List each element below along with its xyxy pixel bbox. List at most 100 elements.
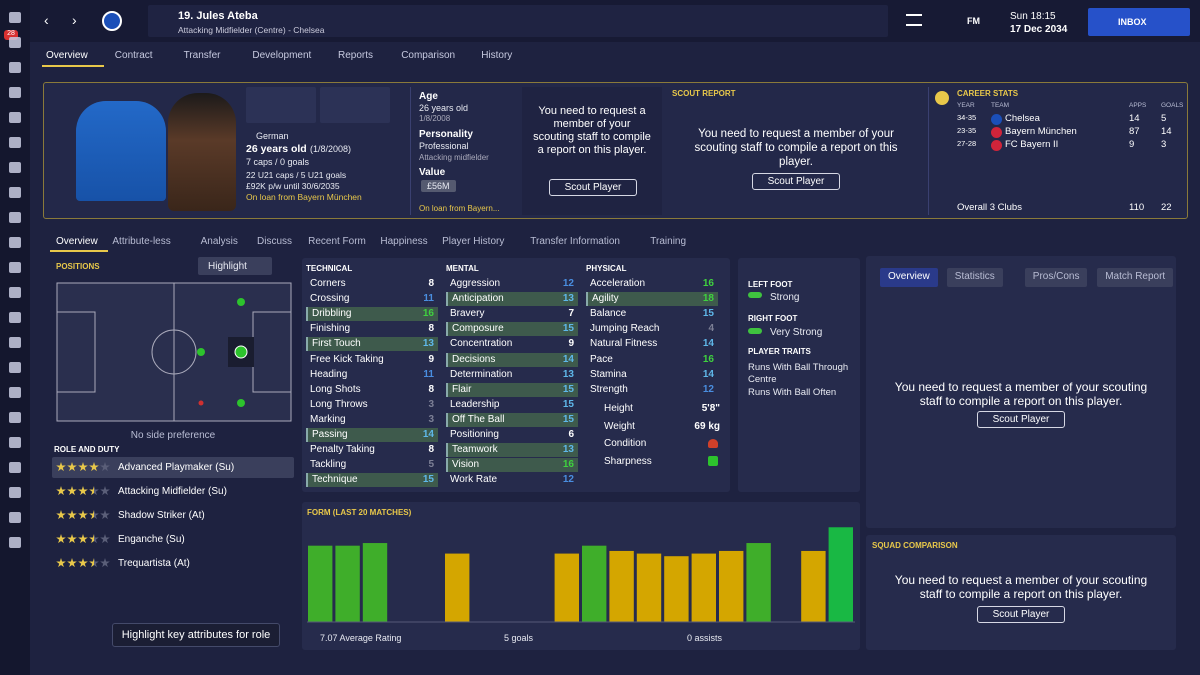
tab[interactable]: Overview [56, 236, 98, 247]
attr-value: 15 [562, 383, 574, 395]
sidebar-icon[interactable] [9, 287, 21, 298]
sidebar-icon[interactable] [9, 112, 21, 123]
sidebar-icon[interactable] [9, 487, 21, 498]
sidebar-icon[interactable] [9, 162, 21, 173]
side-note: No side preference [130, 430, 216, 441]
sidebar-icon[interactable] [9, 212, 21, 223]
tab[interactable]: Happiness [380, 236, 428, 247]
sidebar-icon[interactable] [9, 462, 21, 473]
nav-item[interactable]: History [481, 50, 513, 61]
role-row[interactable]: Attacking Midfielder (Su) [52, 481, 294, 502]
role-name: Enganche (Su) [118, 534, 185, 545]
sidebar-icon[interactable] [9, 412, 21, 423]
tab[interactable]: Recent Form [308, 236, 366, 247]
role-stars [56, 486, 112, 497]
highlight-dropdown[interactable]: Highlight [198, 257, 272, 275]
sidebar-icon[interactable] [9, 387, 21, 398]
sidebar-icon[interactable] [9, 537, 21, 548]
tab[interactable]: Training [650, 236, 687, 247]
tab[interactable]: Analysis [200, 236, 238, 247]
pitch-circle [151, 329, 197, 375]
sidebar-icon[interactable] [9, 87, 21, 98]
role-row[interactable]: Advanced Playmaker (Su) [52, 457, 294, 478]
fm-logo[interactable]: FM [967, 16, 980, 26]
role-name: Attacking Midfielder (Su) [118, 486, 227, 497]
attr-name: Marking [310, 413, 346, 425]
sidebar-icon[interactable] [9, 12, 21, 23]
scout-button[interactable]: Scout Player [549, 179, 637, 196]
sidebar-icon[interactable] [9, 187, 21, 198]
sidebar-icon[interactable] [9, 437, 21, 448]
age: 26 years old [246, 143, 307, 155]
inbox-button[interactable]: INBOX [1088, 8, 1190, 36]
report-tab[interactable]: Match Report [1097, 268, 1174, 287]
tab[interactable]: Discuss [257, 236, 293, 247]
nav-item[interactable]: Transfer [183, 50, 221, 61]
form-title: FORM (LAST 20 MATCHES) [307, 508, 412, 517]
attr-value: 14 [422, 429, 434, 440]
report-button[interactable]: Scout Player [977, 411, 1065, 428]
star [100, 462, 110, 472]
attr-row: Crossing 11 [306, 292, 438, 306]
scout-report-button[interactable]: Scout Player [752, 173, 840, 190]
attr-row: Off The Ball 15 [446, 412, 578, 427]
value: £56M [421, 180, 456, 192]
forward[interactable]: › [72, 12, 77, 28]
attr-row: Flair 15 [446, 382, 578, 397]
pitch [56, 282, 292, 422]
role-row[interactable]: Enganche (Su) [52, 529, 294, 550]
highlight-button[interactable]: Highlight key attributes for role [112, 623, 280, 647]
career-cell: 14 [1161, 126, 1172, 137]
nav-item[interactable]: Contract [114, 50, 153, 61]
star [56, 534, 66, 544]
role-row[interactable]: Shadow Striker (At) [52, 505, 294, 526]
scout-report-text: You need to request a member of your sco… [694, 128, 898, 168]
nav-item[interactable]: Reports [338, 50, 374, 61]
scout-report: SCOUT REPORT You need to request a membe… [670, 87, 922, 215]
role-stars [56, 510, 112, 521]
nav-item[interactable]: Comparison [401, 50, 456, 61]
sidebar-icon[interactable] [9, 312, 21, 323]
roles-title: ROLE AND DUTY [54, 445, 120, 454]
squad-button[interactable]: Scout Player [977, 606, 1065, 623]
dob-value: 1/8/2008 [419, 114, 451, 123]
tab[interactable]: Transfer Information [530, 236, 620, 247]
attr-group-title: PHYSICAL [586, 264, 627, 273]
sidebar-icon[interactable] [9, 337, 21, 348]
menu[interactable] [906, 14, 922, 26]
attr-name: Positioning [450, 429, 499, 440]
report-tab[interactable]: Pros/Cons [1024, 268, 1088, 287]
nav-item[interactable]: Overview [46, 50, 88, 61]
sidebar-icon[interactable] [9, 237, 21, 248]
club-crest[interactable] [102, 11, 122, 31]
search-box[interactable]: 19. Jules Ateba Attacking Midfielder (Ce… [148, 5, 888, 37]
attr-row: Bravery 7 [446, 307, 578, 321]
attr-name: Teamwork [452, 444, 498, 456]
attr-value: 8 [428, 444, 434, 456]
role-stars [56, 558, 112, 569]
sidebar-icon[interactable] [9, 512, 21, 523]
report-tab[interactable]: Statistics [946, 268, 1003, 287]
attr-name: Free Kick Taking [310, 353, 384, 365]
sidebar-icon[interactable] [9, 362, 21, 373]
sidebar-icon[interactable] [9, 62, 21, 73]
tab[interactable]: Player History [442, 236, 505, 247]
sidebar-icon[interactable] [9, 137, 21, 148]
career-cell: Chelsea [1005, 113, 1040, 124]
role-stars [56, 534, 112, 545]
date: 17 Dec 2034 [1010, 24, 1068, 35]
star [100, 510, 110, 520]
sidebar-icon[interactable] [9, 262, 21, 273]
attr-row: Free Kick Taking 9 [306, 353, 438, 367]
attr-name: Decisions [452, 353, 496, 365]
sidebar-icon[interactable] [9, 37, 21, 48]
nav-underline [42, 65, 104, 67]
tab[interactable]: Attribute-less [112, 236, 171, 247]
report-tab[interactable]: Overview [880, 268, 938, 287]
role-row[interactable]: Trequartista (At) [52, 553, 294, 574]
star [89, 534, 99, 544]
nav-item[interactable]: Development [252, 50, 312, 61]
attr-value: 4 [708, 323, 714, 335]
back[interactable]: ‹ [44, 12, 49, 28]
star [78, 486, 88, 496]
